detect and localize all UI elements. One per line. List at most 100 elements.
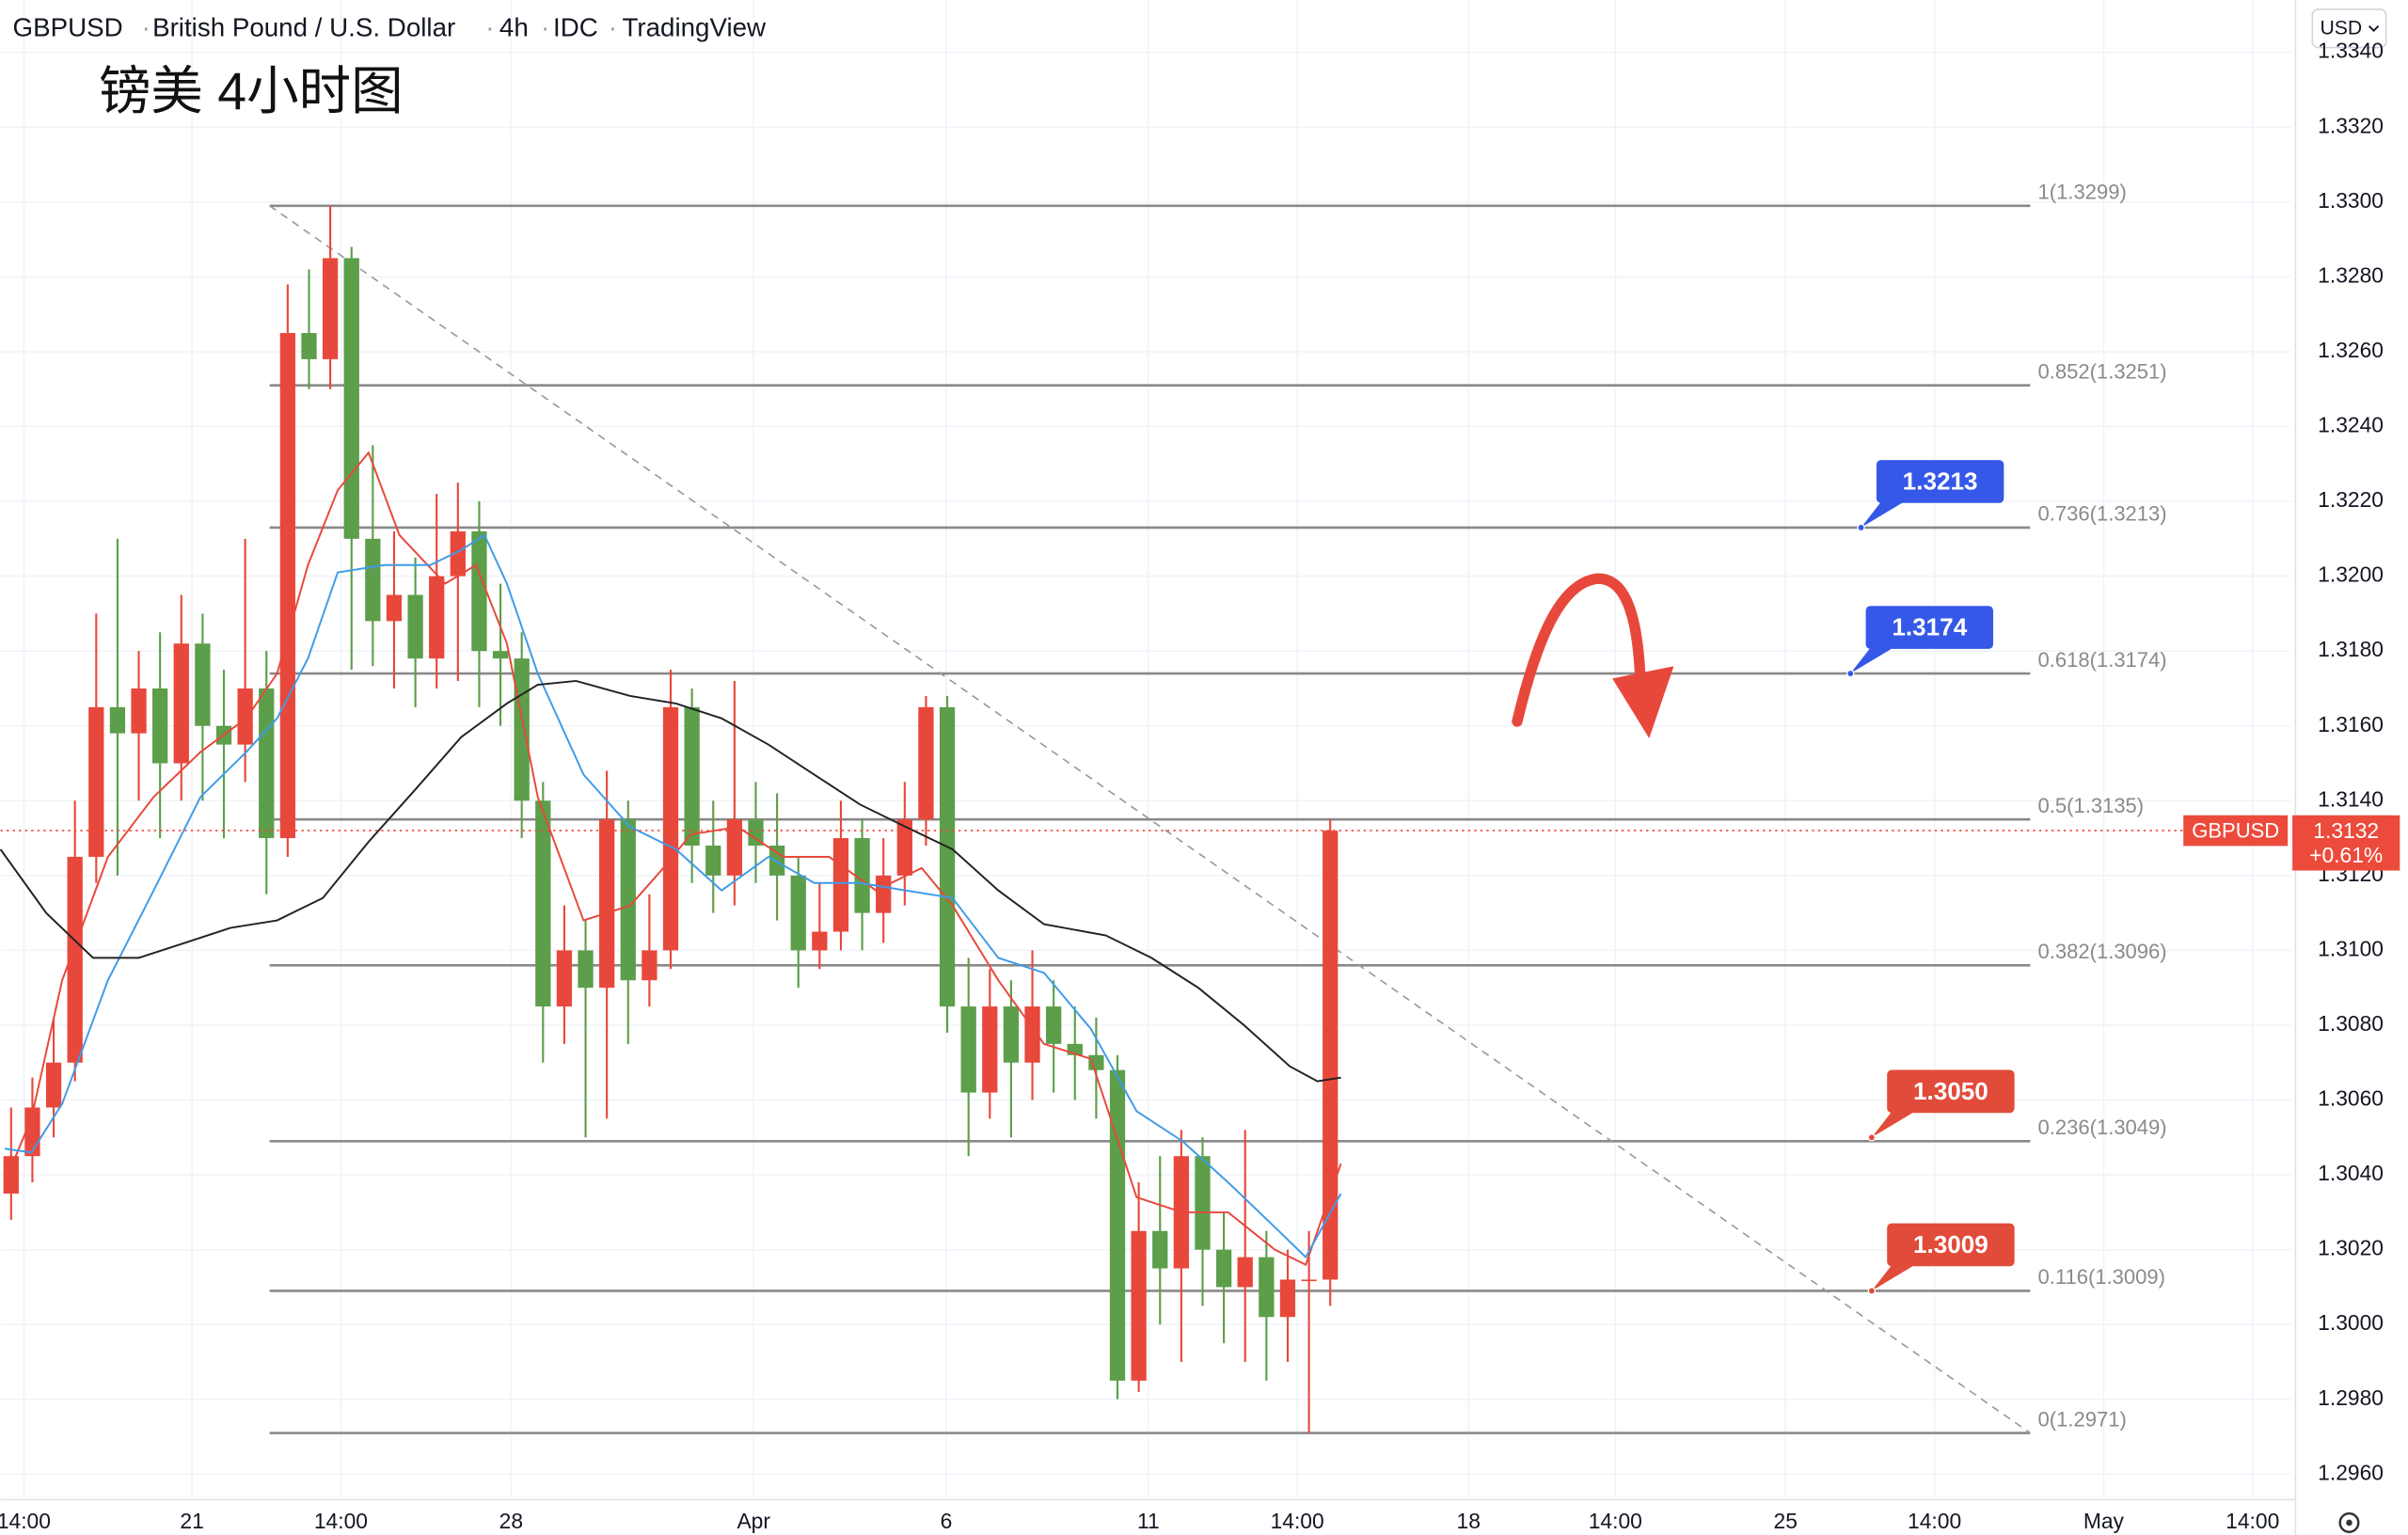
x-tick-label: May xyxy=(2083,1509,2125,1533)
y-tick-label: 1.3020 xyxy=(2318,1236,2384,1260)
candle-body xyxy=(1152,1230,1168,1269)
candle-body xyxy=(1088,1054,1104,1070)
moving-average xyxy=(4,451,1342,1266)
candle-body xyxy=(876,875,892,913)
candle-body xyxy=(1131,1230,1147,1381)
callout-anchor xyxy=(1867,1287,1877,1295)
separator: · xyxy=(541,12,549,41)
candle-body xyxy=(918,706,934,820)
currency-button[interactable] xyxy=(2311,8,2387,49)
currency[interactable]: USD xyxy=(2320,18,2362,40)
interval: 4h xyxy=(499,12,529,41)
settings-icon[interactable] xyxy=(2338,1511,2360,1533)
candle-body xyxy=(705,846,721,876)
candle-body xyxy=(662,706,679,951)
gear[interactable] xyxy=(2338,1511,2360,1533)
fib-label: 0.236(1.3049) xyxy=(2038,1116,2167,1139)
x-tick-label: 14:00 xyxy=(0,1509,51,1533)
candle-body xyxy=(3,1156,19,1194)
candle-body xyxy=(896,819,912,876)
arrow xyxy=(1512,573,1646,727)
y-tick-label: 1.3000 xyxy=(2318,1310,2384,1335)
callout-label: 1.3213 xyxy=(1903,467,1978,495)
candle-body xyxy=(67,856,83,1063)
gear-center[interactable] xyxy=(2346,1519,2353,1527)
x-tick-label: 6 xyxy=(941,1509,953,1533)
y-tick-label: 1.3060 xyxy=(2318,1086,2384,1111)
separator: · xyxy=(142,12,150,41)
candle-body xyxy=(748,819,764,847)
candle-body xyxy=(279,333,296,839)
y-tick-label: 1.3080 xyxy=(2318,1011,2384,1036)
candle-body xyxy=(471,530,487,652)
candle-body xyxy=(939,706,956,1007)
x-tick-label: 28 xyxy=(499,1509,523,1533)
change-label: +0.61% xyxy=(2309,843,2383,867)
fib-label: 1(1.3299) xyxy=(2038,181,2127,204)
candle-body xyxy=(556,950,573,1007)
candle-body xyxy=(1237,1257,1253,1288)
fib-label: 0.116(1.3009) xyxy=(2038,1265,2165,1289)
candle-body xyxy=(620,819,636,981)
candle-body xyxy=(195,643,211,726)
arrow-head xyxy=(1612,666,1674,738)
callout-box xyxy=(1887,1069,2015,1114)
fib-label: 0.5(1.3135) xyxy=(2038,794,2145,817)
candle-body xyxy=(768,846,785,876)
candle-body xyxy=(514,658,530,801)
callout-box xyxy=(1876,460,2004,503)
moving-average xyxy=(0,679,1341,1083)
moving-average xyxy=(4,533,1342,1259)
candle-body xyxy=(726,819,743,876)
x-tick-label: 25 xyxy=(1774,1509,1798,1533)
symbol-tag xyxy=(2183,815,2289,847)
callout-pointer xyxy=(1850,645,1897,674)
callout-label: 1.3050 xyxy=(1913,1077,1988,1105)
fibonacci: 1(1.3299) 0.852(1.3251) 0.736(1.3213) 0.618… xyxy=(269,181,2167,1434)
y-tick-label: 1.3180 xyxy=(2318,637,2384,661)
candle-body xyxy=(88,706,104,857)
candle-body xyxy=(173,643,189,764)
candle-body xyxy=(960,1006,976,1093)
candle-body xyxy=(131,688,147,734)
candle-body xyxy=(237,688,253,745)
x-tick-label: 14:00 xyxy=(314,1509,368,1533)
candle-body xyxy=(1024,1006,1040,1063)
candle-body xyxy=(322,258,339,359)
callout-pointer xyxy=(1861,499,1908,528)
candle-body xyxy=(301,333,317,359)
candle-body xyxy=(832,838,849,932)
callout-box xyxy=(1887,1223,2015,1267)
source: IDC xyxy=(553,12,598,41)
candle-body xyxy=(407,594,423,659)
candle-body xyxy=(790,875,806,951)
fib-label: 0(1.2971) xyxy=(2038,1407,2127,1431)
candle-body xyxy=(1003,1006,1020,1063)
candle-body xyxy=(578,950,594,989)
y-tick-label: 1.3220 xyxy=(2318,487,2384,512)
x-tick-label: 11 xyxy=(1137,1509,1160,1533)
y-tick-label: 1.3340 xyxy=(2318,39,2384,63)
x-tick-label: 14:00 xyxy=(2226,1509,2279,1533)
y-tick-label: 1.3320 xyxy=(2318,113,2384,137)
candle-body xyxy=(1067,1043,1083,1055)
callout-anchor xyxy=(1857,523,1865,532)
candle-body xyxy=(429,576,445,659)
callout-anchor xyxy=(1867,1133,1877,1142)
y-tick-label: 1.3100 xyxy=(2318,936,2384,960)
callout-box xyxy=(1865,606,1994,649)
candle-body xyxy=(1301,1279,1317,1282)
dropdown-icon[interactable] xyxy=(2368,25,2380,33)
x-tick-label: 14:00 xyxy=(1589,1509,1642,1533)
candle-body xyxy=(1215,1249,1232,1288)
separator: · xyxy=(609,12,617,41)
candle-body xyxy=(1279,1279,1296,1318)
price-tag-label: 1.3132 xyxy=(2313,818,2379,843)
y-tick-label: 1.3280 xyxy=(2318,262,2384,287)
candle-body xyxy=(982,1006,998,1093)
y-tick-label: 1.3200 xyxy=(2318,562,2384,587)
y-tick-label: 1.2980 xyxy=(2318,1385,2384,1410)
fib-label: 0.618(1.3174) xyxy=(2038,648,2167,672)
